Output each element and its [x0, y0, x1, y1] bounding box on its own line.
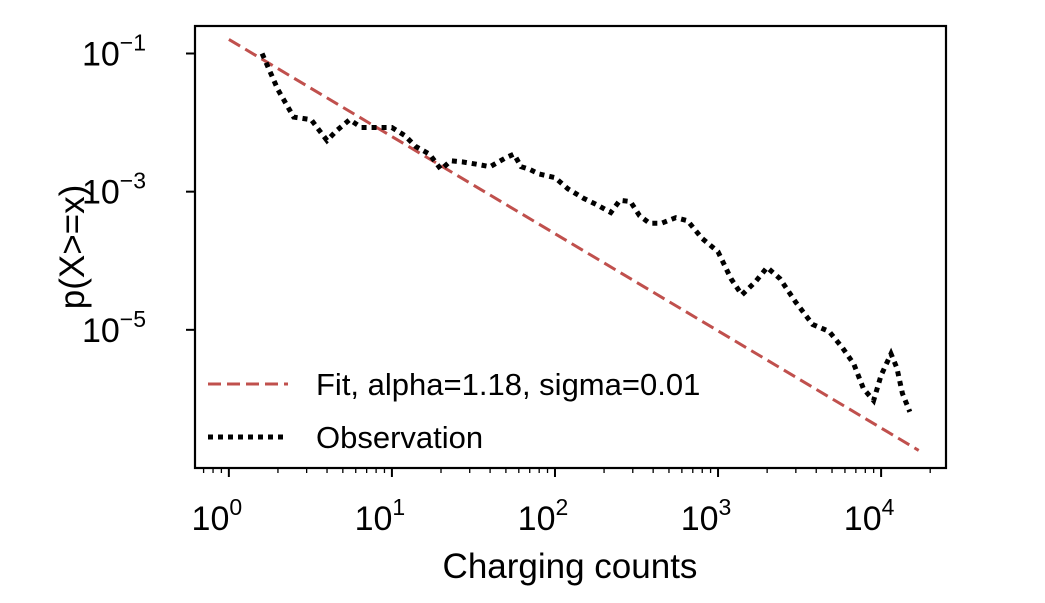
legend-fit-label: Fit, alpha=1.18, sigma=0.01 [316, 367, 700, 402]
legend-observation-label: Observation [316, 420, 483, 455]
x-axis-label: Charging counts [443, 547, 698, 586]
x-tick-label: 104 [844, 494, 895, 538]
y-tick-label: 10−5 [82, 306, 146, 350]
y-axis-label: p(X>=x) [53, 185, 92, 310]
axis-ticks: 100 101 102 103 104 10−1 10−3 10−5 [82, 29, 931, 538]
y-tick-label: 10−1 [82, 29, 146, 73]
legend: Fit, alpha=1.18, sigma=0.01 Observation [208, 367, 700, 455]
plot-frame [193, 24, 948, 470]
fit-line [228, 38, 920, 452]
data-series [228, 38, 920, 452]
y-tick-label: 10−3 [82, 168, 146, 212]
x-tick-label: 100 [192, 494, 243, 538]
x-tick-label: 103 [681, 494, 732, 538]
observation-line [259, 52, 913, 413]
x-tick-label: 102 [518, 494, 569, 538]
x-tick-label: 101 [355, 494, 406, 538]
